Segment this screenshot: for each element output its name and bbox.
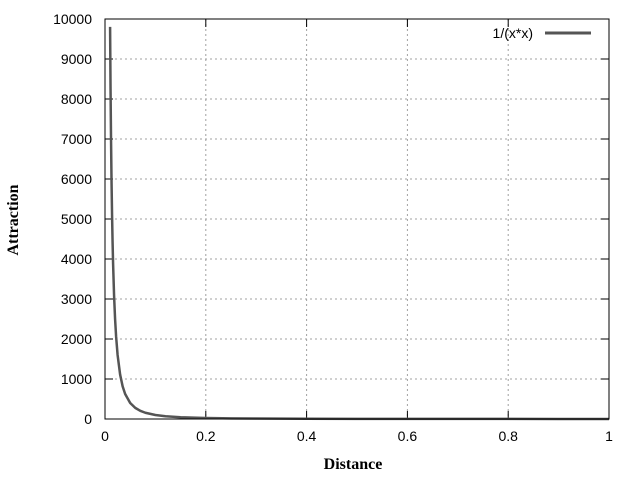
y-tick-label: 9000 xyxy=(61,51,92,67)
y-tick-label: 4000 xyxy=(61,251,92,267)
y-tick-label: 8000 xyxy=(61,91,92,107)
grid xyxy=(105,19,609,419)
series-layer xyxy=(108,26,609,421)
x-tick-label: 1 xyxy=(605,428,613,444)
y-tick-label: 2000 xyxy=(61,331,92,347)
y-axis-title: Attraction xyxy=(5,184,22,255)
y-tick-label: 10000 xyxy=(53,11,92,27)
x-tick-label: 0.4 xyxy=(297,428,317,444)
x-tick-label: 0.2 xyxy=(196,428,216,444)
x-tick-label: 0.8 xyxy=(498,428,518,444)
plot-frame xyxy=(104,18,610,420)
y-tick-label: 5000 xyxy=(61,211,92,227)
x-axis-title: Distance xyxy=(324,456,383,473)
legend-label: 1/(x*x) xyxy=(493,25,533,41)
y-tick-label: 1000 xyxy=(61,371,92,387)
y-tick-label: 7000 xyxy=(61,131,92,147)
x-tick-label: 0.6 xyxy=(398,428,418,444)
ticks: 0100020003000400050006000700080009000100… xyxy=(53,11,613,444)
series-line xyxy=(108,26,609,421)
y-tick-label: 6000 xyxy=(61,171,92,187)
legend: 1/(x*x) xyxy=(493,25,591,41)
x-tick-label: 0 xyxy=(101,428,109,444)
y-tick-label: 3000 xyxy=(61,291,92,307)
y-tick-label: 0 xyxy=(84,411,92,427)
